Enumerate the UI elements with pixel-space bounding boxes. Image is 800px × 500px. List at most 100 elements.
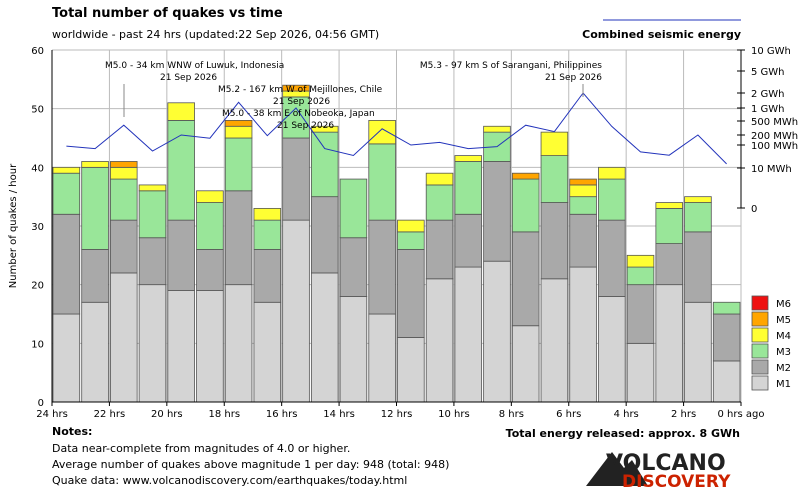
bar-m1 [569, 266, 597, 403]
bar-m4 [569, 184, 597, 198]
bar-m1 [196, 290, 224, 403]
bar-m1 [81, 301, 109, 403]
logo-line-2: DISCOVERY [622, 472, 731, 492]
bar-m5 [224, 120, 253, 127]
legend-label-m1: M1 [776, 379, 791, 390]
bar-m2 [540, 202, 569, 280]
bars-layer [52, 84, 741, 403]
note-line-3: Quake data: www.volcanodiscovery.com/ear… [52, 474, 407, 487]
bar-m1 [511, 325, 540, 403]
bar-m1 [339, 295, 368, 403]
bar-m4 [167, 102, 195, 121]
bar-m3 [569, 196, 597, 215]
bar-m3 [253, 219, 282, 250]
bar-m1 [626, 342, 655, 403]
legend-label-m2: M2 [776, 363, 791, 374]
bar-m5 [282, 84, 310, 92]
bar-m1 [368, 313, 396, 403]
legend-swatch-m4 [751, 327, 769, 343]
bar-m3 [110, 178, 138, 221]
total-energy: Total energy released: approx. 8 GWh [506, 427, 740, 440]
legend-swatch-m6 [751, 295, 769, 311]
energy-tick-label: 0 [751, 204, 757, 215]
bar-m4 [655, 202, 683, 209]
y-tick-label: 20 [31, 281, 44, 292]
x-tick-label: 0 hrs ago [718, 409, 765, 420]
bar-m3 [167, 120, 195, 221]
bar-m3 [511, 178, 540, 233]
bar-m1 [167, 290, 195, 403]
y-tick-label: 30 [31, 222, 44, 233]
bar-m4 [397, 219, 425, 233]
bar-m5 [569, 178, 597, 186]
legend-label-m4: M4 [776, 331, 791, 342]
bar-m1 [483, 260, 511, 403]
bar-m2 [454, 213, 483, 268]
bar-m5 [110, 161, 138, 168]
bar-m2 [684, 231, 712, 303]
bar-m4 [454, 155, 483, 162]
bar-m2 [253, 249, 282, 303]
x-tick-label: 12 hrs [381, 409, 413, 420]
annotation-date: 21 Sep 2026 [277, 121, 334, 131]
bar-m2 [110, 219, 138, 274]
bar-m2 [339, 237, 368, 297]
x-tick-label: 14 hrs [323, 409, 355, 420]
bar-m4 [540, 131, 569, 156]
bar-m1 [310, 272, 339, 403]
bar-m4 [253, 207, 282, 221]
x-tick-label: 20 hrs [151, 409, 183, 420]
bar-m1 [224, 284, 253, 403]
bar-m2 [655, 243, 683, 286]
x-tick-label: 22 hrs [94, 409, 126, 420]
energy-legend-label: Combined seismic energy [582, 28, 741, 41]
bar-m1 [454, 266, 483, 403]
bar-m3 [52, 172, 81, 215]
y-tick-label: 40 [31, 163, 44, 174]
bar-m5 [511, 172, 540, 180]
annotation-title: M5.3 - 97 km S of Sarangani, Philippines [420, 61, 602, 71]
bar-m4 [52, 166, 81, 174]
y-tick-label: 60 [31, 46, 44, 57]
x-tick-label: 6 hrs [556, 409, 581, 420]
bar-m1 [598, 295, 626, 403]
bar-m2 [511, 231, 540, 327]
chart-title: Total number of quakes vs time [52, 6, 283, 21]
axes-layer: 0 10 20 30 40 50 60 24 hrs 22 hrs 20 hrs 18 hrs 16 … [31, 46, 798, 420]
energy-tick-label: 1 GWh [751, 104, 785, 115]
bar-m2 [712, 313, 741, 362]
legend-label-m3: M3 [776, 347, 791, 358]
x-tick-label: 4 hrs [614, 409, 639, 420]
annotation-title: M5.0 - 38 km E of Nobeoka, Japan [222, 109, 375, 119]
bar-m4 [196, 190, 224, 203]
bar-m2 [598, 219, 626, 297]
grid-layer [51, 49, 742, 403]
y-axis-label: Number of quakes / hour [8, 163, 19, 288]
legend-label-m6: M6 [776, 299, 791, 310]
bar-m1 [52, 313, 81, 403]
bar-m1 [712, 360, 741, 403]
bar-m3 [196, 202, 224, 250]
energy-tick-label: 5 GWh [751, 67, 785, 78]
notes-heading: Notes: [52, 425, 92, 438]
bar-m1 [253, 301, 282, 403]
note-line-1: Data near-complete from magnitudes of 4.… [52, 442, 350, 455]
bar-m3 [655, 207, 683, 244]
bar-m2 [483, 161, 511, 262]
bar-m1 [425, 278, 454, 403]
x-tick-label: 2 hrs [671, 409, 696, 420]
bar-m2 [282, 137, 310, 221]
annotation-date: 21 Sep 2026 [160, 73, 217, 83]
energy-tick-label: 10 GWh [751, 46, 791, 57]
bar-m3 [684, 202, 712, 233]
x-tick-label: 8 hrs [499, 409, 524, 420]
x-tick-label: 16 hrs [266, 409, 298, 420]
logo-line-1: VOLCANO [606, 451, 726, 476]
y-tick-label: 10 [31, 339, 44, 350]
bar-m4 [483, 125, 511, 133]
bar-m3 [282, 96, 310, 139]
energy-layer [66, 92, 727, 165]
bar-m2 [167, 219, 195, 291]
bar-m4 [598, 166, 626, 180]
bar-m3 [310, 131, 339, 198]
